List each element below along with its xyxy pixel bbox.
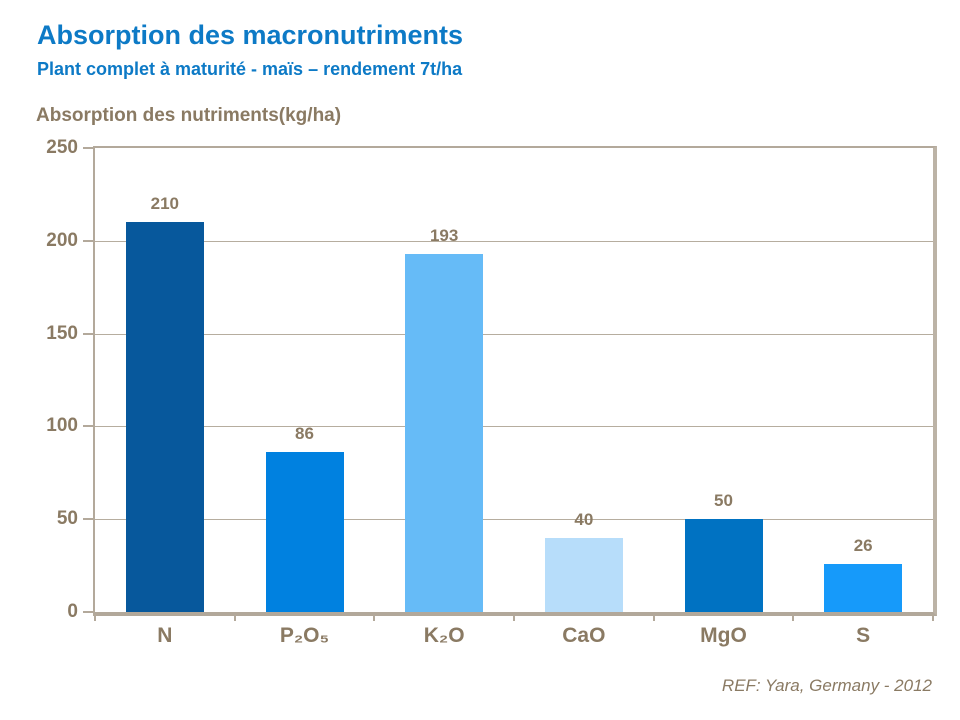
page-title: Absorption des macronutriments — [37, 20, 464, 50]
y-axis-labels: 0 50 100 150 200 250 — [0, 137, 78, 622]
x-axis-tick — [932, 614, 934, 621]
gridline — [95, 333, 933, 335]
x-axis-tick — [373, 614, 376, 621]
bar-value-label: 210 — [150, 194, 180, 214]
gridline — [95, 426, 933, 428]
y-axis-tick-label: 50 — [56, 508, 78, 530]
bar — [125, 222, 204, 612]
chart-title: Absorption des nutriments(kg/ha) — [36, 105, 342, 126]
gridline — [95, 240, 933, 242]
y-axis-tick-label: 250 — [46, 137, 78, 158]
x-axis-category-label: S — [856, 624, 871, 647]
x-axis-labels: N P₂O₅ K₂O CaO MgO S — [95, 624, 933, 654]
bar-value-label: 193 — [429, 225, 459, 245]
x-axis-tick — [792, 614, 795, 621]
bar-value-label: 26 — [853, 535, 873, 555]
x-axis-category-label: P₂O₅ — [279, 624, 330, 647]
x-axis-tick — [233, 614, 236, 621]
y-axis-tick — [83, 611, 93, 613]
bar-value-label: 40 — [574, 509, 594, 529]
bar-value-label: 86 — [295, 424, 314, 444]
x-axis-tick — [652, 614, 655, 621]
y-axis-tick — [83, 518, 93, 521]
gridline — [95, 519, 933, 521]
bar — [405, 253, 484, 612]
y-axis-tick — [83, 239, 93, 242]
bar — [824, 563, 903, 612]
reference-text: REF: Yara, Germany - 2012 — [721, 676, 932, 695]
bar — [684, 519, 763, 612]
y-axis-tick-label: 0 — [67, 601, 78, 622]
x-axis-category-label: N — [157, 624, 173, 647]
y-axis-tick-label: 100 — [46, 415, 78, 437]
y-axis-tick — [83, 147, 93, 149]
y-axis-tick — [83, 425, 93, 428]
x-axis-tick — [513, 614, 515, 621]
x-axis-category-label: K₂O — [423, 624, 465, 647]
bar-value-label: 50 — [714, 491, 733, 511]
x-axis-category-label: CaO — [562, 624, 606, 647]
y-axis-tick — [83, 332, 93, 335]
x-axis-tick — [94, 614, 96, 621]
x-axis-category-label: MgO — [700, 624, 747, 647]
y-axis-tick-label: 200 — [46, 229, 78, 251]
y-axis-tick-label: 150 — [46, 322, 78, 344]
page-subtitle: Plant complet à maturité - maïs – rendem… — [37, 59, 463, 79]
bar — [544, 537, 623, 612]
plot-area: 210 86 193 40 50 26 — [93, 146, 937, 616]
bar — [265, 452, 344, 612]
